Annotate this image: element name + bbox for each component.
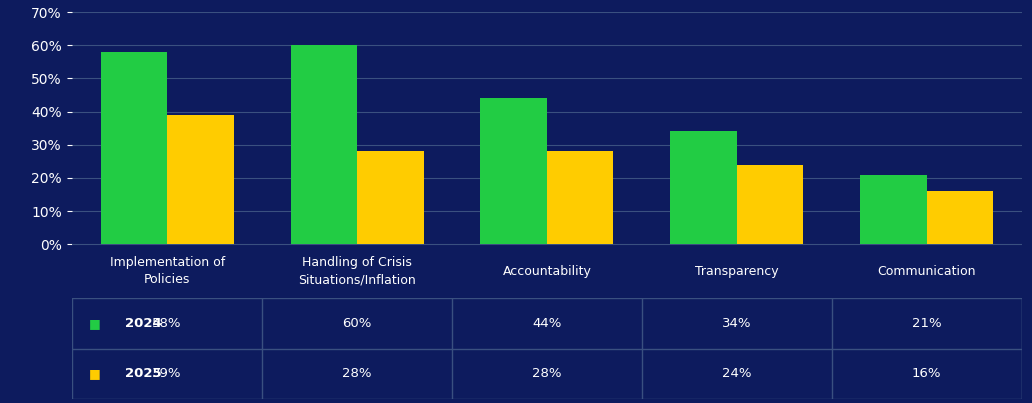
Bar xyxy=(547,152,613,244)
Bar xyxy=(101,52,167,244)
Bar xyxy=(861,174,927,244)
Text: 16%: 16% xyxy=(912,367,941,380)
Text: 24%: 24% xyxy=(722,367,751,380)
Text: 58%: 58% xyxy=(153,317,182,330)
Bar xyxy=(671,131,737,244)
Text: 2025: 2025 xyxy=(126,367,162,380)
Text: 21%: 21% xyxy=(912,317,941,330)
Bar xyxy=(167,115,233,244)
Text: Transparency: Transparency xyxy=(695,265,779,278)
Text: Handling of Crisis
Situations/Inflation: Handling of Crisis Situations/Inflation xyxy=(298,256,416,286)
Text: 34%: 34% xyxy=(722,317,751,330)
Text: 2024: 2024 xyxy=(126,317,162,330)
Bar xyxy=(737,165,803,244)
Text: Accountability: Accountability xyxy=(503,265,591,278)
Bar xyxy=(357,152,423,244)
Text: 39%: 39% xyxy=(153,367,182,380)
Text: ■: ■ xyxy=(89,367,101,380)
Text: Communication: Communication xyxy=(877,265,976,278)
Text: ■: ■ xyxy=(89,317,101,330)
Bar xyxy=(927,191,993,244)
Text: 60%: 60% xyxy=(343,317,372,330)
Bar xyxy=(481,98,547,244)
Text: 28%: 28% xyxy=(533,367,561,380)
Text: Implementation of
Policies: Implementation of Policies xyxy=(109,256,225,286)
Text: 28%: 28% xyxy=(343,367,372,380)
Text: 44%: 44% xyxy=(533,317,561,330)
Bar xyxy=(291,45,357,244)
